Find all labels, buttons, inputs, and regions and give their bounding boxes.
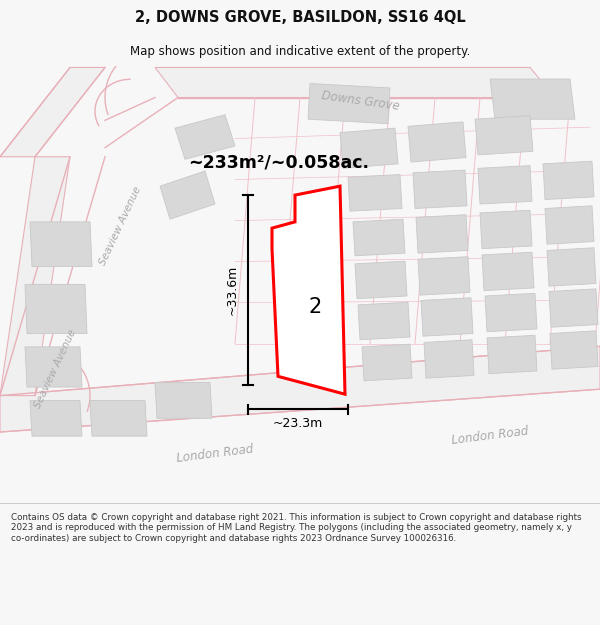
- Polygon shape: [175, 115, 235, 159]
- Polygon shape: [543, 161, 594, 199]
- Polygon shape: [160, 171, 215, 219]
- Text: 2, DOWNS GROVE, BASILDON, SS16 4QL: 2, DOWNS GROVE, BASILDON, SS16 4QL: [134, 9, 466, 24]
- Polygon shape: [90, 401, 147, 436]
- Polygon shape: [308, 84, 390, 124]
- Polygon shape: [424, 340, 474, 378]
- Polygon shape: [0, 157, 70, 396]
- Text: Downs Grove: Downs Grove: [320, 89, 400, 113]
- Polygon shape: [485, 293, 537, 332]
- Polygon shape: [0, 68, 105, 157]
- Polygon shape: [549, 289, 598, 328]
- Text: ~233m²/~0.058ac.: ~233m²/~0.058ac.: [188, 153, 369, 171]
- Polygon shape: [155, 68, 555, 98]
- Polygon shape: [408, 122, 466, 162]
- Polygon shape: [487, 335, 537, 374]
- Polygon shape: [545, 206, 594, 244]
- Polygon shape: [272, 186, 345, 394]
- Polygon shape: [358, 302, 410, 340]
- Polygon shape: [478, 166, 532, 204]
- Polygon shape: [547, 248, 596, 286]
- Polygon shape: [421, 298, 473, 336]
- Polygon shape: [482, 253, 534, 291]
- Polygon shape: [416, 215, 468, 253]
- Polygon shape: [348, 174, 402, 211]
- Polygon shape: [475, 116, 533, 155]
- Text: 2: 2: [308, 297, 322, 317]
- Polygon shape: [490, 79, 575, 119]
- Polygon shape: [30, 401, 82, 436]
- Text: Map shows position and indicative extent of the property.: Map shows position and indicative extent…: [130, 45, 470, 58]
- Text: London Road: London Road: [176, 443, 254, 465]
- Polygon shape: [480, 210, 532, 249]
- Text: Seaview Avenue: Seaview Avenue: [97, 186, 143, 268]
- Polygon shape: [340, 128, 398, 168]
- Text: ~33.6m: ~33.6m: [226, 265, 239, 315]
- Text: ~23.3m: ~23.3m: [273, 418, 323, 431]
- Polygon shape: [362, 344, 412, 381]
- Text: London Road: London Road: [451, 425, 529, 448]
- Polygon shape: [550, 331, 598, 369]
- Polygon shape: [25, 347, 82, 387]
- Polygon shape: [155, 382, 212, 418]
- Text: Contains OS data © Crown copyright and database right 2021. This information is : Contains OS data © Crown copyright and d…: [11, 513, 581, 542]
- Polygon shape: [413, 170, 467, 209]
- Polygon shape: [353, 219, 405, 256]
- Polygon shape: [0, 346, 600, 432]
- Polygon shape: [355, 261, 407, 299]
- Polygon shape: [25, 284, 87, 334]
- Polygon shape: [418, 257, 470, 295]
- Text: Seaview Avenue: Seaview Avenue: [32, 328, 77, 410]
- Polygon shape: [30, 222, 92, 266]
